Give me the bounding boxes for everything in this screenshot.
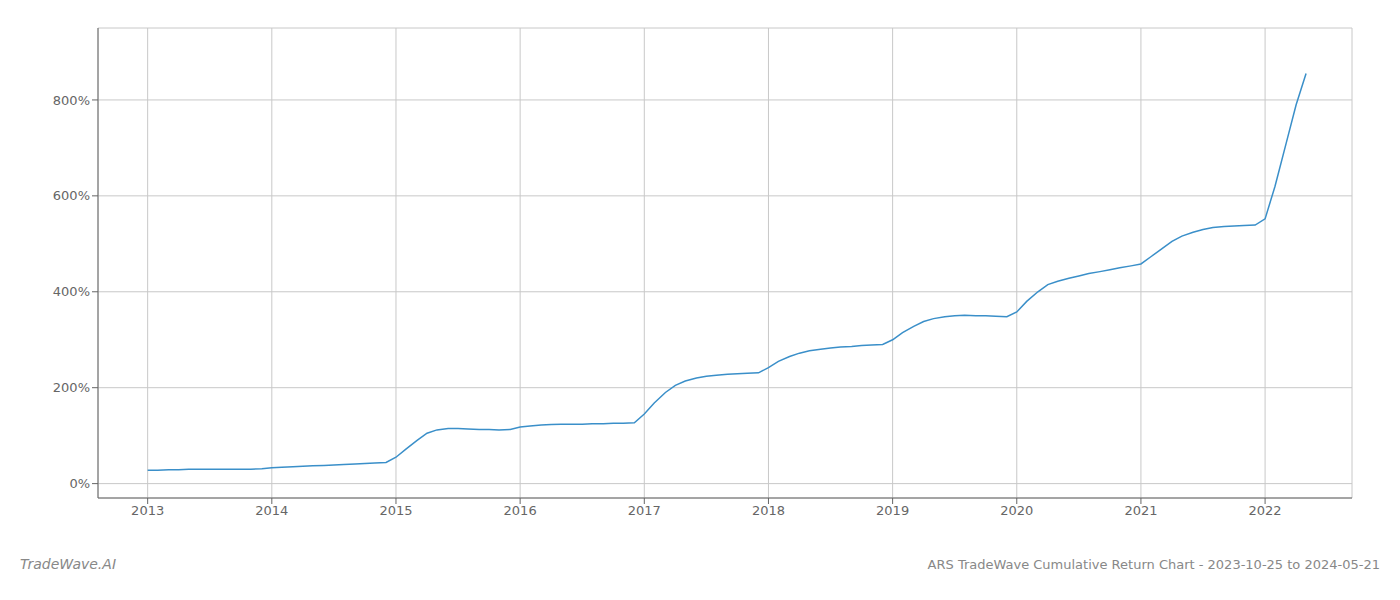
svg-text:2022: 2022 xyxy=(1249,503,1282,518)
svg-text:2015: 2015 xyxy=(379,503,412,518)
svg-text:2021: 2021 xyxy=(1124,503,1157,518)
svg-text:2016: 2016 xyxy=(504,503,537,518)
html-text:TradeWave.AI: TradeWave.AI xyxy=(20,556,116,572)
svg-text:400%: 400% xyxy=(53,284,90,299)
svg-text:2017: 2017 xyxy=(628,503,661,518)
svg-text:2018: 2018 xyxy=(752,503,785,518)
svg-text:2020: 2020 xyxy=(1000,503,1033,518)
svg-text:0%: 0% xyxy=(69,476,90,491)
svg-text:2019: 2019 xyxy=(876,503,909,518)
html-text:ARS TradeWave Cumulative Retur: ARS TradeWave Cumulative Return Chart - … xyxy=(927,557,1380,572)
svg-text:200%: 200% xyxy=(53,380,90,395)
svg-text:600%: 600% xyxy=(53,188,90,203)
svg-text:2014: 2014 xyxy=(255,503,288,518)
svg-text:2013: 2013 xyxy=(131,503,164,518)
svg-text:800%: 800% xyxy=(53,93,90,108)
